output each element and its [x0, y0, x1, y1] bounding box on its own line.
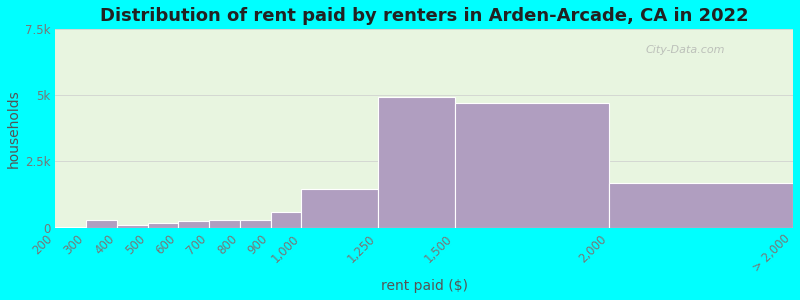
Bar — [455, 103, 609, 228]
Bar — [209, 220, 240, 228]
Bar — [240, 220, 270, 228]
Bar — [86, 220, 117, 228]
Bar — [117, 226, 148, 228]
Y-axis label: households: households — [7, 89, 21, 168]
Text: City-Data.com: City-Data.com — [646, 45, 725, 55]
X-axis label: rent paid ($): rent paid ($) — [381, 279, 468, 293]
Bar — [178, 221, 209, 228]
Title: Distribution of rent paid by renters in Arden-Arcade, CA in 2022: Distribution of rent paid by renters in … — [100, 7, 749, 25]
Bar — [302, 189, 378, 228]
Bar — [55, 227, 86, 228]
Bar — [270, 212, 302, 228]
Bar — [609, 183, 793, 228]
Bar — [148, 223, 178, 228]
Bar — [378, 97, 455, 228]
